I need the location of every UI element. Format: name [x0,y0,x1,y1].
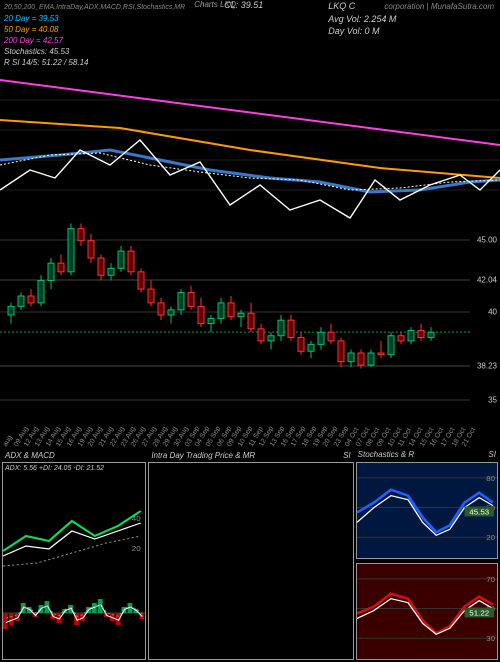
stoch-lower: 70503051.22 [356,563,498,660]
stoch-title-right: SI [488,450,496,459]
avg-vol-label: Avg Vol: [328,14,361,24]
date-axis: aug09 Aug12 Aug13 Aug14 Aug15 Aug16 Aug1… [0,410,500,450]
stoch-label: Stochastics: 45.53 [4,46,496,57]
ticker-right: LKQ C [328,1,355,11]
rsi-label: R SI 14/5: 51.22 / 58.14 [4,57,496,68]
stochastics-panel[interactable]: Stochastics & R SI 80502045.53 70503051.… [356,462,498,660]
intraday-title: Intra Day Trading Price & MR [151,451,255,460]
stoch-title: Stochastics & R [358,450,414,459]
adx-macd-title: ADX & MACD [5,451,55,460]
day-vol-label: Day Vol: [328,26,362,36]
chart-header: CL: 39.51 Charts LKQ LKQ C corporation |… [0,0,500,70]
date-label: aug [2,434,14,448]
intraday-panel[interactable]: Intra Day Trading Price & MR SI [148,462,353,660]
svg-text:70: 70 [486,575,495,583]
svg-text:45.53: 45.53 [469,508,489,516]
price-level-label: 35 [487,396,498,405]
svg-text:40: 40 [132,514,141,522]
candlestick-chart[interactable]: 45.00 42.04 40 38.23 35 [0,220,500,410]
chart-title: Charts LKQ [194,0,236,9]
moving-averages-chart[interactable] [0,70,500,220]
price-level-label: 45.00 [476,236,498,245]
indicator-panels: ADX & MACD 4020 ADX: 5.56 +DI: 24.05 -DI… [0,462,500,662]
day-vol-value: 0 M [364,26,379,36]
company-name: corporation | MunafaSutra.com [384,2,494,11]
price-level-label: 40 [487,308,498,317]
svg-text:20: 20 [486,534,495,542]
price-level-label: 42.04 [476,276,498,285]
svg-text:80: 80 [486,474,495,482]
close-value: 39.51 [241,0,264,10]
avg-vol-value: 2.254 M [364,14,397,24]
stoch-upper: 80502045.53 [356,462,498,559]
adx-readout: ADX: 5.56 +DI: 24.05 -DI: 21.52 [5,465,104,472]
svg-text:51.22: 51.22 [469,609,489,617]
intraday-title-right: SI [343,451,351,460]
svg-text:30: 30 [486,635,495,643]
adx-macd-panel[interactable]: ADX & MACD 4020 ADX: 5.56 +DI: 24.05 -DI… [2,462,146,660]
price-level-label: 38.23 [476,362,498,371]
svg-text:20: 20 [132,544,141,552]
